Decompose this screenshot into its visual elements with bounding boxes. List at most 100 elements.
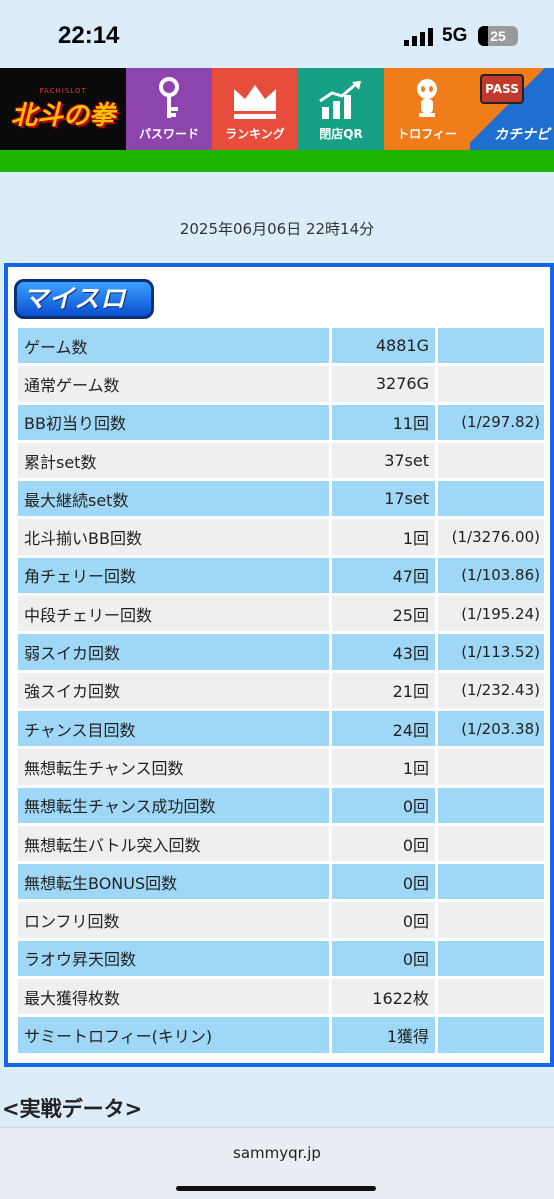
nav-kachinavi[interactable]: PASS カチナビ — [470, 68, 554, 150]
table-row: 最大獲得枚数 1622枚 — [18, 979, 544, 1015]
table-row: 通常ゲーム数 3276G — [18, 366, 544, 402]
myslo-panel: マイスロ ゲーム数 4881G 通常ゲーム数 3276G BB初当り回数 11回 (1/29… — [4, 263, 554, 1067]
stat-label: 北斗揃いBB回数 — [18, 519, 329, 555]
chart-up-icon — [319, 81, 361, 119]
stat-value: 21回 — [329, 672, 435, 708]
status-time: 22:14 — [58, 22, 120, 49]
stat-ratio — [435, 902, 544, 938]
stat-value: 47回 — [329, 557, 435, 594]
table-row: ラオウ昇天回数 0回 — [18, 940, 544, 977]
table-row: 弱スイカ回数 43回 (1/113.52) — [18, 634, 544, 670]
game-logo[interactable]: PACHISLOT 北斗の拳 — [0, 68, 126, 150]
stat-value: 25回 — [329, 596, 435, 632]
battery-icon: 25 — [478, 26, 518, 46]
signal-icon — [404, 28, 433, 46]
crown-icon — [234, 85, 276, 119]
stat-value: 43回 — [329, 634, 435, 670]
url-text[interactable]: sammyqr.jp — [233, 1144, 321, 1162]
nav-trophy[interactable]: トロフィー — [384, 68, 470, 150]
stat-ratio: (1/3276.00) — [435, 519, 544, 555]
stat-value: 4881G — [329, 328, 435, 364]
stat-value: 1622枚 — [329, 979, 435, 1015]
stat-ratio — [435, 979, 544, 1015]
stat-value: 0回 — [329, 825, 435, 862]
stats-table: ゲーム数 4881G 通常ゲーム数 3276G BB初当り回数 11回 (1/297.82)… — [18, 325, 544, 1056]
stat-ratio — [435, 366, 544, 402]
stat-value: 11回 — [329, 404, 435, 440]
stat-value: 0回 — [329, 902, 435, 938]
battery-level: 25 — [490, 28, 506, 44]
logo-title: 北斗の拳 — [10, 100, 115, 131]
stat-ratio: (1/103.86) — [435, 557, 544, 594]
stat-label: 累計set数 — [18, 442, 329, 479]
table-row: ゲーム数 4881G — [18, 328, 544, 364]
stat-value: 37set — [329, 442, 435, 479]
nav-password-label: パスワード — [138, 127, 199, 141]
nav-ranking[interactable]: ランキング — [212, 68, 298, 150]
table-row: 無想転生チャンス成功回数 0回 — [18, 787, 544, 823]
stat-ratio — [435, 787, 544, 823]
stat-value: 1獲得 — [329, 1017, 435, 1053]
nav-closing-qr-label: 閉店QR — [319, 127, 363, 141]
table-row: 最大継続set数 17set — [18, 481, 544, 517]
stat-ratio — [435, 864, 544, 900]
stat-label: 最大獲得枚数 — [18, 979, 329, 1015]
stat-label: ゲーム数 — [18, 328, 329, 364]
network-type: 5G — [442, 25, 468, 46]
table-row: 北斗揃いBB回数 1回 (1/3276.00) — [18, 519, 544, 555]
table-row: 強スイカ回数 21回 (1/232.43) — [18, 672, 544, 708]
stat-label: 無想転生チャンス成功回数 — [18, 787, 329, 823]
stat-label: ラオウ昇天回数 — [18, 940, 329, 977]
table-row: 無想転生BONUS回数 0回 — [18, 864, 544, 900]
stat-value: 17set — [329, 481, 435, 517]
top-nav: PACHISLOT 北斗の拳 パスワード ランキング 閉店QR — [0, 68, 554, 150]
stat-ratio — [435, 1017, 544, 1053]
trophy-figure-icon — [417, 79, 437, 117]
stat-value: 1回 — [329, 749, 435, 785]
stat-value: 1回 — [329, 519, 435, 555]
table-row: 無想転生チャンス回数 1回 — [18, 749, 544, 785]
stat-label: 無想転生BONUS回数 — [18, 864, 329, 900]
table-row: チャンス目回数 24回 (1/203.38) — [18, 710, 544, 747]
table-row: 累計set数 37set — [18, 442, 544, 479]
pass-badge: PASS — [480, 74, 524, 104]
stat-label: 無想転生バトル突入回数 — [18, 825, 329, 862]
kachinavi-label: カチナビ — [494, 127, 550, 143]
stat-ratio — [435, 328, 544, 364]
table-row: BB初当り回数 11回 (1/297.82) — [18, 404, 544, 440]
stat-label: 弱スイカ回数 — [18, 634, 329, 670]
stat-label: 通常ゲーム数 — [18, 366, 329, 402]
stat-ratio — [435, 749, 544, 785]
stat-label: 中段チェリー回数 — [18, 596, 329, 632]
nav-trophy-label: トロフィー — [397, 127, 457, 141]
timestamp: 2025年06月06日 22時14分 — [179, 220, 375, 238]
stat-label: 無想転生チャンス回数 — [18, 749, 329, 785]
table-row: 中段チェリー回数 25回 (1/195.24) — [18, 596, 544, 632]
stat-label: チャンス目回数 — [18, 710, 329, 747]
stat-ratio — [435, 481, 544, 517]
table-row: ロンフリ回数 0回 — [18, 902, 544, 938]
stat-value: 0回 — [329, 787, 435, 823]
stat-label: BB初当り回数 — [18, 404, 329, 440]
stat-ratio: (1/232.43) — [435, 672, 544, 708]
logo-subtitle: PACHISLOT — [39, 86, 87, 95]
nav-closing-qr[interactable]: 閉店QR — [298, 68, 384, 150]
stat-ratio: (1/297.82) — [435, 404, 544, 440]
stat-ratio: (1/113.52) — [435, 634, 544, 670]
table-row: 無想転生バトル突入回数 0回 — [18, 825, 544, 862]
stat-label: 最大継続set数 — [18, 481, 329, 517]
stat-value: 3276G — [329, 366, 435, 402]
status-bar: 22:14 5G 25 — [0, 0, 554, 68]
browser-url-bar[interactable]: sammyqr.jp — [0, 1127, 554, 1199]
nav-password[interactable]: パスワード — [126, 68, 212, 150]
stat-ratio — [435, 940, 544, 977]
nav-ranking-label: ランキング — [225, 127, 285, 141]
home-indicator — [176, 1186, 376, 1191]
stat-ratio — [435, 825, 544, 862]
stat-label: 強スイカ回数 — [18, 672, 329, 708]
nav-accent-bar — [0, 150, 554, 172]
key-icon — [159, 77, 179, 118]
stat-ratio: (1/203.38) — [435, 710, 544, 747]
table-row: サミートロフィー(キリン) 1獲得 — [18, 1017, 544, 1053]
stat-label: 角チェリー回数 — [18, 557, 329, 594]
